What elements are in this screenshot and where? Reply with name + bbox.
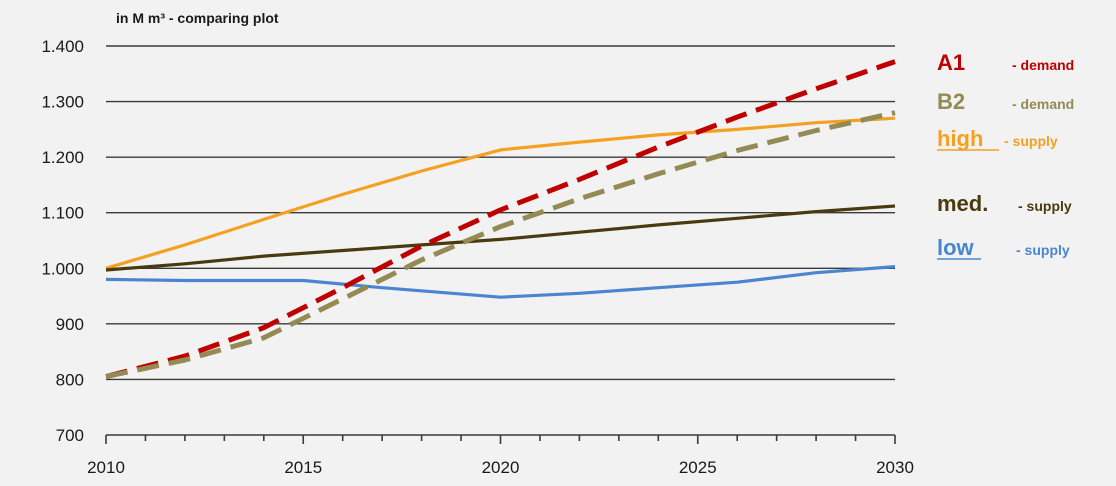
series-line-high — [105, 116, 896, 270]
y-tick-label: 1.200 — [41, 148, 84, 167]
legend-description: - demand — [1012, 96, 1074, 112]
x-tick-label: 2020 — [482, 458, 520, 477]
legend-description: - demand — [1012, 57, 1074, 73]
legend-key: med. — [937, 191, 988, 216]
y-tick-label: 700 — [56, 426, 84, 445]
x-tick-label: 2015 — [284, 458, 322, 477]
series-line-a1 — [105, 59, 896, 380]
legend-key: B2 — [937, 89, 965, 114]
x-tick-label: 2010 — [87, 458, 125, 477]
series-line-low — [105, 265, 896, 299]
legend-description: - supply — [1018, 198, 1072, 214]
series-line-med — [105, 204, 896, 272]
y-tick-label: 1.000 — [41, 259, 84, 278]
legend-description: - supply — [1016, 242, 1070, 258]
legend-description: - supply — [1004, 133, 1058, 149]
legend: A1 - demand B2 - demand high - supply med. - su… — [937, 50, 1074, 260]
x-tick-label: 2030 — [876, 458, 914, 477]
x-tick-label: 2025 — [679, 458, 717, 477]
series-lines — [105, 59, 896, 380]
legend-key: low — [937, 235, 975, 260]
series-line-b2 — [105, 110, 896, 380]
gridlines — [106, 45, 895, 381]
y-tick-label: 1.100 — [41, 204, 84, 223]
legend-key: high — [937, 126, 983, 151]
y-tick-label: 1.400 — [41, 37, 84, 56]
axes: 700 800 900 1.000 1.100 1.200 1.300 1.400 2010 20… — [41, 37, 913, 477]
legend-key: A1 — [937, 50, 965, 75]
chart-title: in M m³ - comparing plot — [116, 10, 279, 26]
y-tick-label: 1.300 — [41, 93, 84, 112]
y-tick-label: 900 — [56, 315, 84, 334]
y-tick-label: 800 — [56, 370, 84, 389]
